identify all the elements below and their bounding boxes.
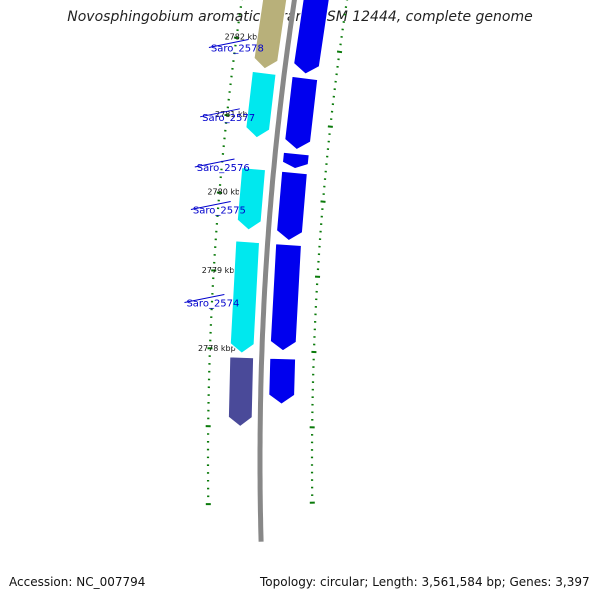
feature-blue-6[interactable] (268, 357, 297, 405)
label-layer: Saro_2579Saro_2578Saro_2577Saro_2576Saro… (184, 38, 264, 309)
tick-label: 2778 kbp (198, 344, 236, 353)
tick-label: 2779 kbp (202, 266, 240, 275)
feature-cyan-2[interactable] (236, 166, 267, 231)
gene-leader-line (194, 158, 235, 168)
gene-label[interactable]: Saro_2574 (186, 298, 239, 309)
gene-label[interactable]: Saro_2578 (211, 43, 264, 54)
feature-slate[interactable] (227, 356, 255, 428)
genome-backbone (257, 0, 297, 542)
tick-label: 2781 kbp (215, 110, 253, 119)
feature-blue-1[interactable] (292, 0, 336, 75)
outer-tick-mark (224, 113, 230, 117)
feature-blue-3[interactable] (281, 151, 310, 170)
inner-tick-mark (336, 50, 343, 54)
gene-leader-line (200, 108, 240, 118)
feature-blue-5[interactable] (269, 242, 303, 352)
outer-tick-mark (233, 36, 240, 40)
accession-text: Accession: NC_007794 (9, 575, 146, 589)
feature-tan[interactable] (253, 0, 293, 70)
feature-cyan-1[interactable] (245, 70, 277, 139)
feature-blue-2[interactable] (284, 75, 319, 151)
gene-label[interactable]: Saro_2575 (193, 206, 246, 217)
gene-label[interactable]: Saro_2577 (202, 113, 255, 124)
feature-cyan-3[interactable] (229, 240, 261, 355)
gene-label[interactable]: Saro_2576 (197, 163, 250, 174)
feature-blue-4[interactable] (275, 170, 309, 242)
gene-leader-line (184, 293, 225, 303)
gene-leader-line (190, 201, 231, 211)
tick-label: 2780 kbp (207, 188, 245, 197)
tick-label: 2782 kbp (225, 32, 263, 41)
feature-layer (227, 0, 336, 428)
gene-leader-line (208, 38, 249, 48)
inner-tick-mark (327, 125, 333, 128)
genome-info-text: Topology: circular; Length: 3,561,584 bp… (260, 575, 590, 589)
